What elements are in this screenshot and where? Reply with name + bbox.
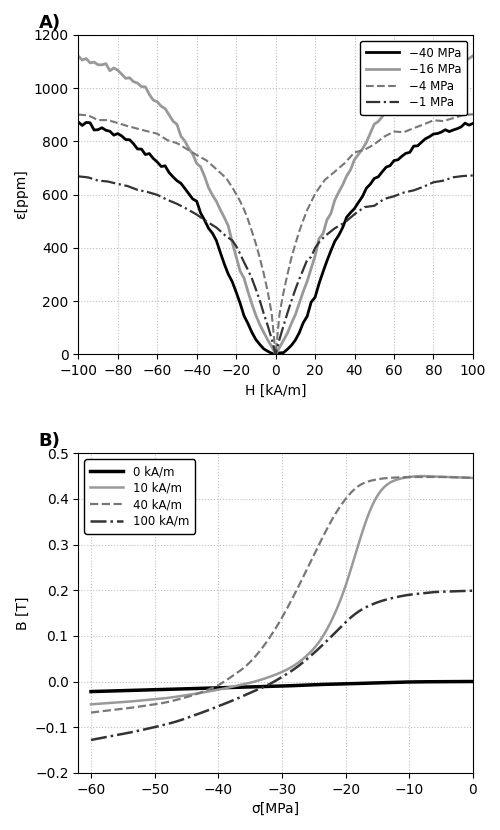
0 kA/m — [401, 677, 407, 687]
X-axis label: σ[MPa]: σ[MPa] — [252, 802, 300, 816]
10 kA/m — [88, 700, 94, 710]
Line: −4 MPa: −4 MPa — [78, 115, 473, 354]
−16 MPa — [257, 320, 263, 330]
−4 MPa — [245, 215, 251, 225]
−1 MPa — [470, 170, 476, 180]
−16 MPa — [272, 349, 278, 359]
−1 MPa — [460, 171, 466, 181]
0 kA/m — [272, 681, 278, 691]
10 kA/m — [272, 670, 278, 680]
10 kA/m — [401, 473, 407, 483]
10 kA/m — [316, 638, 322, 648]
−16 MPa — [316, 233, 322, 243]
−1 MPa — [420, 182, 426, 192]
10 kA/m — [420, 471, 426, 481]
−4 MPa — [76, 110, 82, 120]
−1 MPa — [272, 349, 278, 359]
100 kA/m — [88, 735, 94, 745]
40 kA/m — [470, 473, 476, 483]
−16 MPa — [375, 116, 381, 126]
−16 MPa — [470, 51, 476, 61]
Line: 10 kA/m: 10 kA/m — [91, 476, 473, 705]
0 kA/m — [460, 676, 466, 686]
0 kA/m — [88, 686, 94, 696]
40 kA/m — [401, 472, 407, 482]
−40 MPa — [257, 339, 263, 349]
100 kA/m — [316, 644, 322, 654]
−4 MPa — [420, 120, 426, 129]
Legend: −40 MPa, −16 MPa, −4 MPa, −1 MPa: −40 MPa, −16 MPa, −4 MPa, −1 MPa — [360, 41, 467, 115]
0 kA/m — [294, 681, 300, 691]
0 kA/m — [464, 676, 470, 686]
−4 MPa — [174, 138, 180, 148]
−16 MPa — [174, 120, 180, 129]
−40 MPa — [356, 198, 362, 208]
−1 MPa — [174, 199, 180, 209]
−16 MPa — [356, 149, 362, 159]
Line: 40 kA/m: 40 kA/m — [91, 477, 473, 713]
−40 MPa — [174, 176, 180, 186]
−1 MPa — [204, 217, 210, 227]
−4 MPa — [204, 155, 210, 165]
−4 MPa — [272, 349, 278, 359]
100 kA/m — [470, 586, 476, 596]
40 kA/m — [88, 708, 94, 718]
−4 MPa — [134, 124, 140, 134]
−40 MPa — [272, 349, 278, 359]
Y-axis label: B [T]: B [T] — [16, 596, 30, 630]
−40 MPa — [470, 119, 476, 129]
−1 MPa — [76, 171, 82, 181]
10 kA/m — [462, 472, 468, 482]
40 kA/m — [270, 628, 276, 638]
40 kA/m — [272, 625, 278, 635]
Text: B): B) — [39, 432, 60, 450]
100 kA/m — [270, 677, 276, 687]
Line: −40 MPa: −40 MPa — [78, 122, 473, 354]
40 kA/m — [440, 472, 446, 482]
10 kA/m — [294, 658, 300, 668]
Line: 100 kA/m: 100 kA/m — [91, 591, 473, 740]
10 kA/m — [270, 671, 276, 681]
Legend: 0 kA/m, 10 kA/m, 40 kA/m, 100 kA/m: 0 kA/m, 10 kA/m, 40 kA/m, 100 kA/m — [84, 459, 195, 534]
Line: −16 MPa: −16 MPa — [78, 56, 473, 354]
−16 MPa — [76, 51, 82, 61]
−40 MPa — [103, 125, 109, 135]
0 kA/m — [316, 680, 322, 690]
0 kA/m — [270, 681, 276, 691]
X-axis label: H [kA/m]: H [kA/m] — [245, 383, 306, 398]
Line: −1 MPa: −1 MPa — [78, 175, 473, 354]
−16 MPa — [103, 59, 109, 69]
−4 MPa — [460, 110, 466, 120]
−1 MPa — [134, 185, 140, 195]
−4 MPa — [470, 110, 476, 120]
100 kA/m — [272, 676, 278, 686]
Line: 0 kA/m: 0 kA/m — [91, 681, 473, 691]
Y-axis label: ε[ppm]: ε[ppm] — [14, 169, 28, 219]
0 kA/m — [470, 676, 476, 686]
100 kA/m — [460, 586, 466, 596]
−40 MPa — [76, 117, 82, 127]
−40 MPa — [316, 279, 322, 289]
Text: A): A) — [39, 13, 61, 32]
−1 MPa — [245, 265, 251, 275]
−40 MPa — [375, 172, 381, 182]
40 kA/m — [316, 541, 322, 551]
100 kA/m — [401, 591, 407, 601]
10 kA/m — [470, 473, 476, 483]
40 kA/m — [294, 583, 300, 593]
100 kA/m — [294, 662, 300, 671]
40 kA/m — [462, 472, 468, 482]
